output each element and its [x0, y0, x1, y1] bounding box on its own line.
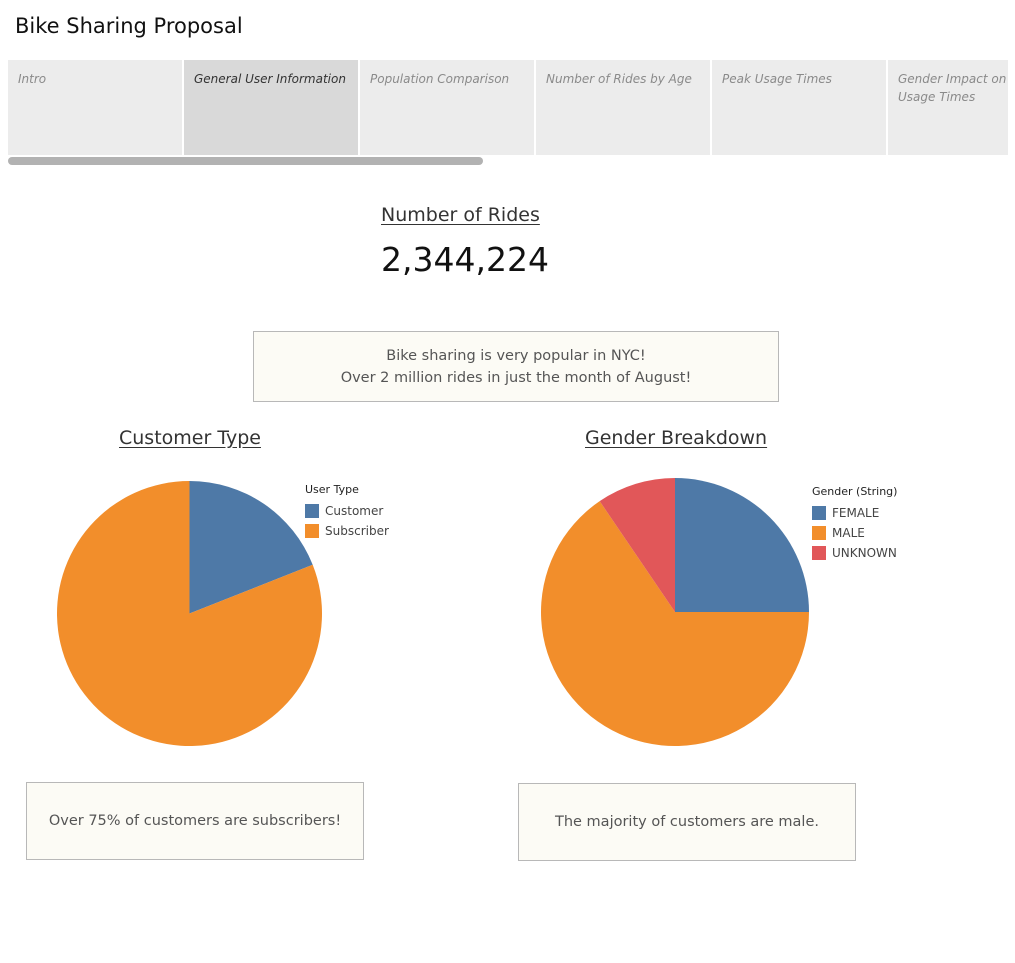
- tab-population-comparison[interactable]: Population Comparison: [360, 60, 534, 155]
- legend-item-subscriber[interactable]: Subscriber: [305, 521, 389, 541]
- legend-label-customer: Customer: [325, 504, 384, 518]
- gender-annotation-text: The majority of customers are male.: [554, 814, 819, 830]
- tab-gender-impact-on-peak-usage-times[interactable]: Gender Impact on Peak Usage Times: [888, 60, 1008, 155]
- kpi-value: 2,344,224: [381, 240, 549, 279]
- legend-item-male[interactable]: MALE: [812, 523, 897, 543]
- kpi-label: Number of Rides: [381, 204, 540, 226]
- legend-swatch-subscriber: [305, 524, 319, 538]
- pie-slice-customer[interactable]: [189, 481, 313, 614]
- dashboard-title: Bike Sharing Proposal: [15, 14, 243, 38]
- tab-general-user-information[interactable]: General User Information: [184, 60, 358, 155]
- pie-slice-subscriber[interactable]: [57, 481, 323, 746]
- customer-type-chart-title: Customer Type: [119, 427, 261, 449]
- gender-breakdown-chart-title: Gender Breakdown: [585, 427, 768, 449]
- pie-slice-unknown[interactable]: [599, 478, 675, 612]
- tabs-scrollbar[interactable]: [8, 157, 483, 165]
- legend-label-unknown: UNKNOWN: [832, 546, 897, 560]
- legend-swatch-customer: [305, 504, 319, 518]
- customer-type-annotation-text: Over 75% of customers are subscribers!: [48, 813, 342, 829]
- legend-item-unknown[interactable]: UNKNOWN: [812, 543, 897, 563]
- gender-legend: Gender (String) FEMALE MALE UNKNOWN: [812, 485, 897, 563]
- pie-slice-female[interactable]: [675, 478, 809, 612]
- gender-annotation: The majority of customers are male.: [518, 783, 856, 861]
- story-tabs: Intro General User Information Populatio…: [8, 60, 1008, 155]
- legend-swatch-male: [812, 526, 826, 540]
- tab-number-of-rides-by-age[interactable]: Number of Rides by Age: [536, 60, 710, 155]
- tab-peak-usage-times[interactable]: Peak Usage Times: [712, 60, 886, 155]
- gender-breakdown-pie-chart[interactable]: [541, 478, 809, 746]
- tab-intro[interactable]: Intro: [8, 60, 182, 155]
- customer-type-pie-chart[interactable]: [57, 481, 323, 746]
- legend-label-subscriber: Subscriber: [325, 524, 389, 538]
- legend-item-female[interactable]: FEMALE: [812, 503, 897, 523]
- customer-type-legend: User Type Customer Subscriber: [305, 483, 389, 541]
- customer-type-annotation: Over 75% of customers are subscribers!: [26, 782, 364, 860]
- intro-annotation-line2: Over 2 million rides in just the month o…: [340, 369, 692, 386]
- pie-slice-male[interactable]: [541, 501, 809, 746]
- legend-label-male: MALE: [832, 526, 865, 540]
- legend-swatch-female: [812, 506, 826, 520]
- legend-item-customer[interactable]: Customer: [305, 501, 389, 521]
- gender-legend-title: Gender (String): [812, 485, 898, 498]
- intro-annotation-line1: Bike sharing is very popular in NYC!: [386, 347, 646, 364]
- legend-label-female: FEMALE: [832, 506, 880, 520]
- legend-swatch-unknown: [812, 546, 826, 560]
- customer-type-legend-title: User Type: [305, 483, 359, 496]
- intro-annotation: Bike sharing is very popular in NYC! Ove…: [253, 331, 779, 402]
